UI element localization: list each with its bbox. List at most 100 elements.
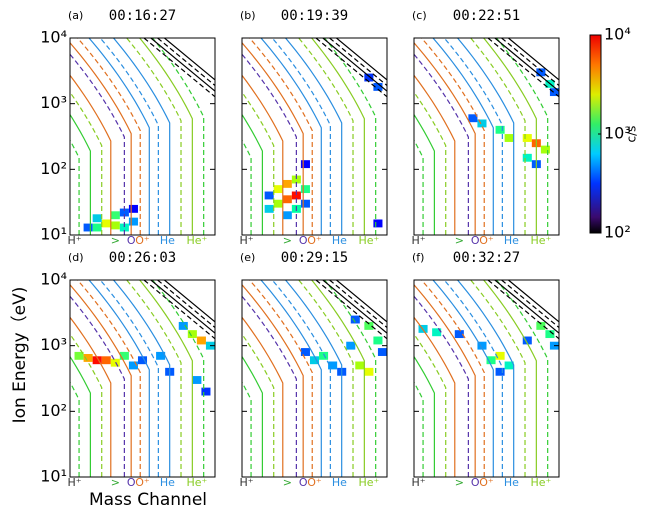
- reference-curve: [44, 25, 124, 235]
- reference-curve: [359, 27, 445, 235]
- cell: [283, 195, 292, 203]
- reference-curve: [341, 26, 434, 235]
- reference-curve: [302, 27, 364, 235]
- panel-label: (e): [240, 251, 255, 264]
- x-tick-label: He: [504, 234, 519, 247]
- reference-curve: [253, 29, 321, 235]
- x-tick-label: O⁺: [135, 476, 150, 489]
- cell: [301, 348, 310, 356]
- reference-curve: [317, 33, 408, 108]
- x-tick-label: O⁺: [479, 234, 494, 247]
- reference-curve: [108, 273, 170, 477]
- reference-curve: [489, 33, 580, 108]
- cell: [505, 134, 514, 142]
- reference-curve: [81, 271, 149, 477]
- panel-title: 00:16:27: [109, 8, 176, 24]
- reference-curve: [388, 25, 468, 235]
- reference-curve: [187, 27, 273, 235]
- colorbar-tick-label: 10²: [604, 223, 631, 242]
- panel-label: (d): [68, 251, 84, 264]
- cell: [364, 368, 373, 376]
- cell: [523, 134, 532, 142]
- panel-label: (a): [68, 9, 83, 22]
- reference-curve: [463, 29, 525, 235]
- cell: [265, 192, 274, 200]
- reference-curve: [280, 273, 342, 477]
- cell: [192, 376, 201, 384]
- cell: [84, 224, 93, 232]
- x-axis-label: Mass Channel: [89, 490, 207, 510]
- y-tick-label: 10¹: [40, 225, 67, 244]
- x-tick-label: H⁺: [67, 234, 81, 247]
- cell: [373, 337, 382, 345]
- panel-title: 00:32:27: [453, 250, 520, 266]
- cell: [93, 224, 102, 232]
- x-tick-label: >: [455, 234, 464, 247]
- reference-curve: [90, 27, 158, 235]
- y-tick-label: 10⁴: [40, 270, 67, 289]
- x-tick-label: He: [332, 476, 347, 489]
- cell: [541, 146, 550, 154]
- reference-curve: [502, 275, 593, 350]
- reference-curve: [324, 33, 415, 108]
- reference-curve: [108, 31, 170, 235]
- cell: [197, 337, 206, 345]
- cell: [102, 219, 111, 227]
- reference-curve: [31, 29, 111, 235]
- y-tick-label: 10⁴: [40, 28, 67, 47]
- reference-curve: [0, 26, 79, 235]
- reference-curve: [302, 269, 364, 477]
- x-tick-label: >: [111, 234, 120, 247]
- reference-curve: [317, 275, 408, 350]
- x-tick-label: O⁺: [135, 234, 150, 247]
- reference-curve: [425, 29, 493, 235]
- panel-frame: [242, 38, 387, 235]
- colorbar-tick-label: 10³: [604, 124, 631, 143]
- y-tick-label: 10³: [40, 335, 67, 354]
- reference-curve: [44, 267, 124, 477]
- reference-curve: [434, 27, 502, 235]
- x-tick-label: >: [455, 476, 464, 489]
- panel-title: 00:22:51: [453, 8, 520, 24]
- cell: [355, 361, 364, 369]
- x-tick-label: H⁺: [411, 476, 425, 489]
- reference-curve: [130, 269, 192, 477]
- reference-curve: [496, 275, 587, 350]
- reference-curve: [262, 269, 330, 477]
- cell: [496, 126, 505, 134]
- figure: Ion Energy（eV) Mass Channel c/s 10²10³10…: [0, 0, 650, 512]
- cell: [283, 211, 292, 219]
- reference-curve: [216, 25, 296, 235]
- reference-curve: [169, 268, 262, 477]
- reference-curve: [216, 267, 296, 477]
- panel-frame: [414, 38, 559, 235]
- panel-frame: [242, 280, 387, 477]
- x-tick-label: He⁺: [358, 476, 379, 489]
- reference-curve: [81, 29, 149, 235]
- reference-curve: [145, 33, 236, 108]
- x-tick-label: He⁺: [530, 234, 551, 247]
- x-tick-label: H⁺: [67, 476, 81, 489]
- reference-curve: [463, 271, 525, 477]
- reference-curve: [151, 26, 251, 235]
- colorbar-tick-label: 10⁴: [604, 25, 631, 44]
- reference-curve: [323, 26, 423, 235]
- reference-curve: [130, 27, 192, 235]
- plot-area: [0, 267, 249, 477]
- cell: [496, 368, 505, 376]
- x-tick-label: He⁺: [358, 234, 379, 247]
- cell: [111, 211, 120, 219]
- cell: [536, 68, 545, 76]
- reference-curve: [253, 271, 321, 477]
- cell: [274, 200, 283, 208]
- reference-curve: [388, 267, 468, 477]
- panel-frame: [414, 280, 559, 477]
- reference-curve: [474, 27, 536, 235]
- reference-curve: [0, 26, 90, 235]
- y-tick-label: 10²: [40, 159, 67, 178]
- cell: [201, 388, 210, 396]
- cell: [274, 185, 283, 193]
- cell: [364, 74, 373, 82]
- cell: [301, 160, 310, 168]
